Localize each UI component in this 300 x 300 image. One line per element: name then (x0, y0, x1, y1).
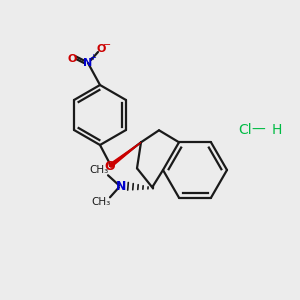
Text: N: N (116, 180, 126, 193)
Text: O: O (96, 44, 106, 54)
Text: −: − (103, 40, 111, 50)
Text: H: H (272, 123, 282, 137)
Text: O: O (105, 160, 115, 173)
Text: Cl: Cl (238, 123, 252, 137)
Text: CH₃: CH₃ (92, 197, 111, 207)
Text: CH₃: CH₃ (89, 165, 109, 175)
Polygon shape (109, 142, 141, 167)
Text: +: + (90, 53, 96, 62)
Text: N: N (83, 58, 93, 68)
Text: O: O (67, 54, 77, 64)
Text: —: — (251, 123, 265, 137)
